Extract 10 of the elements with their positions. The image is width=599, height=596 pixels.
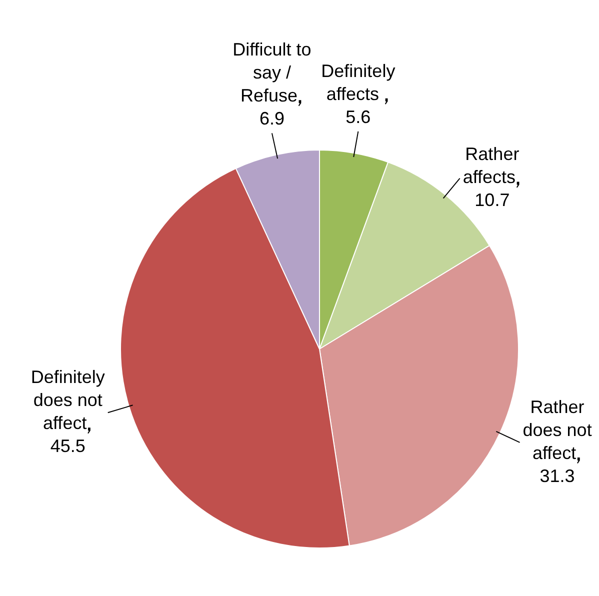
- data-label: 6.9: [259, 108, 284, 129]
- slice-label: Rather does not affect: [522, 396, 592, 463]
- slice-label: Definitely affects: [321, 60, 396, 104]
- slice-label: Rather affects: [462, 144, 520, 188]
- slice-label: Difficult to say / Refuse: [232, 40, 312, 106]
- slice-label: Definitely does not affect: [30, 367, 105, 434]
- data-label: 5.6: [346, 106, 371, 127]
- data-label: 45.5: [50, 436, 86, 456]
- data-label: 31.3: [540, 466, 575, 486]
- data-label: 10.7: [474, 190, 510, 210]
